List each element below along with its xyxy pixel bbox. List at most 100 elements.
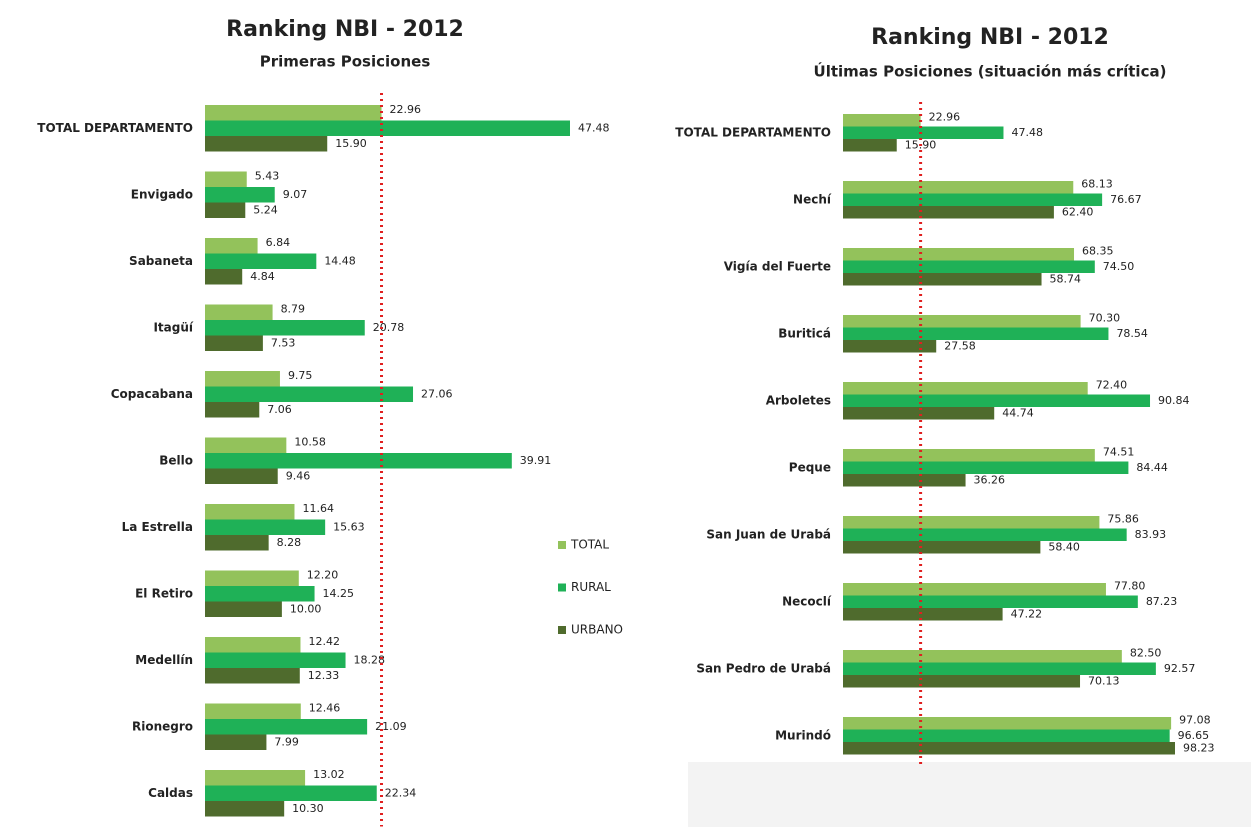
value-label: 8.79: [281, 302, 306, 315]
value-label: 27.58: [944, 339, 976, 352]
category-label: Itagüí: [153, 320, 193, 334]
value-label: 74.51: [1103, 445, 1135, 458]
value-label: 12.20: [307, 568, 339, 581]
value-label: 12.33: [308, 669, 340, 682]
category-label: TOTAL DEPARTAMENTO: [37, 121, 193, 135]
legend-swatch: [558, 583, 566, 592]
legend-label: RURAL: [571, 580, 611, 594]
value-label: 84.44: [1136, 461, 1168, 474]
value-label: 15.63: [333, 520, 365, 533]
bar: [843, 742, 1175, 755]
bar: [843, 126, 1004, 139]
value-label: 74.50: [1103, 260, 1135, 273]
value-label: 62.40: [1062, 205, 1094, 218]
value-label: 47.22: [1011, 607, 1043, 620]
bar: [205, 187, 275, 203]
bar: [205, 320, 365, 336]
bar: [843, 528, 1127, 541]
value-label: 39.91: [520, 454, 552, 467]
chart-subtitle: Primeras Posiciones: [260, 53, 431, 71]
value-label: 12.42: [308, 635, 340, 648]
value-label: 22.96: [390, 103, 422, 116]
bar: [205, 770, 306, 786]
value-label: 13.02: [313, 768, 345, 781]
bar: [843, 449, 1095, 462]
bar: [205, 253, 317, 269]
value-label: 14.25: [323, 587, 355, 600]
value-label: 21.09: [375, 720, 407, 733]
bar: [843, 193, 1103, 206]
bar: [205, 105, 382, 121]
bar: [205, 402, 260, 418]
legend-label: URBANO: [571, 623, 623, 637]
bar: [205, 652, 346, 668]
bar: [205, 269, 243, 285]
legend-swatch: [558, 541, 566, 549]
chart-title: Ranking NBI - 2012: [226, 17, 464, 42]
category-label: La Estrella: [122, 520, 193, 534]
bar: [205, 668, 300, 684]
bar: [843, 675, 1081, 688]
category-label: TOTAL DEPARTAMENTO: [675, 125, 831, 139]
category-label: Sabaneta: [129, 254, 193, 268]
value-label: 77.80: [1114, 579, 1146, 592]
value-label: 75.86: [1107, 512, 1139, 525]
value-label: 70.13: [1088, 674, 1120, 687]
value-label: 5.24: [253, 203, 278, 216]
bar: [205, 238, 258, 254]
category-label: Bello: [159, 453, 193, 467]
bar: [205, 719, 368, 735]
category-label: Murindó: [775, 728, 831, 742]
bar: [205, 801, 285, 817]
bar: [205, 453, 512, 469]
bar: [843, 595, 1138, 608]
category-label: Caldas: [148, 786, 193, 800]
value-label: 15.90: [335, 137, 367, 150]
value-label: 58.74: [1050, 272, 1082, 285]
legend-swatch: [558, 626, 566, 634]
bar: [205, 785, 377, 801]
value-label: 47.48: [578, 121, 610, 134]
bar: [843, 206, 1054, 219]
value-label: 90.84: [1158, 394, 1190, 407]
bar: [205, 570, 299, 586]
bar: [843, 474, 966, 487]
bar: [843, 315, 1081, 328]
value-label: 6.84: [266, 236, 291, 249]
bar: [843, 248, 1075, 261]
value-label: 98.23: [1183, 741, 1215, 754]
value-label: 5.43: [255, 169, 280, 182]
bar: [205, 335, 263, 351]
bar: [843, 394, 1151, 407]
bar: [205, 535, 269, 551]
value-label: 7.99: [274, 735, 299, 748]
value-label: 7.06: [267, 403, 292, 416]
bar: [843, 516, 1100, 529]
bar: [843, 260, 1095, 273]
value-label: 58.40: [1048, 540, 1080, 553]
value-label: 27.06: [421, 387, 453, 400]
bar: [205, 437, 287, 453]
value-label: 9.07: [283, 188, 308, 201]
bar: [843, 729, 1170, 742]
bar: [205, 734, 267, 750]
chart-subtitle: Últimas Posiciones (situación más crític…: [814, 62, 1167, 81]
category-label: Copacabana: [111, 387, 193, 401]
bar: [205, 468, 278, 484]
bar: [843, 541, 1041, 554]
value-label: 72.40: [1096, 378, 1128, 391]
value-label: 18.28: [354, 653, 386, 666]
value-label: 44.74: [1002, 406, 1034, 419]
bar: [205, 202, 246, 218]
footer-area: [688, 762, 1251, 827]
bar: [843, 461, 1129, 474]
value-label: 47.48: [1011, 126, 1043, 139]
bar: [205, 171, 247, 187]
bar: [843, 382, 1088, 395]
bar: [205, 601, 282, 617]
value-label: 10.00: [290, 602, 322, 615]
value-label: 22.34: [385, 786, 417, 799]
value-label: 10.58: [294, 435, 326, 448]
bar: [843, 650, 1122, 663]
